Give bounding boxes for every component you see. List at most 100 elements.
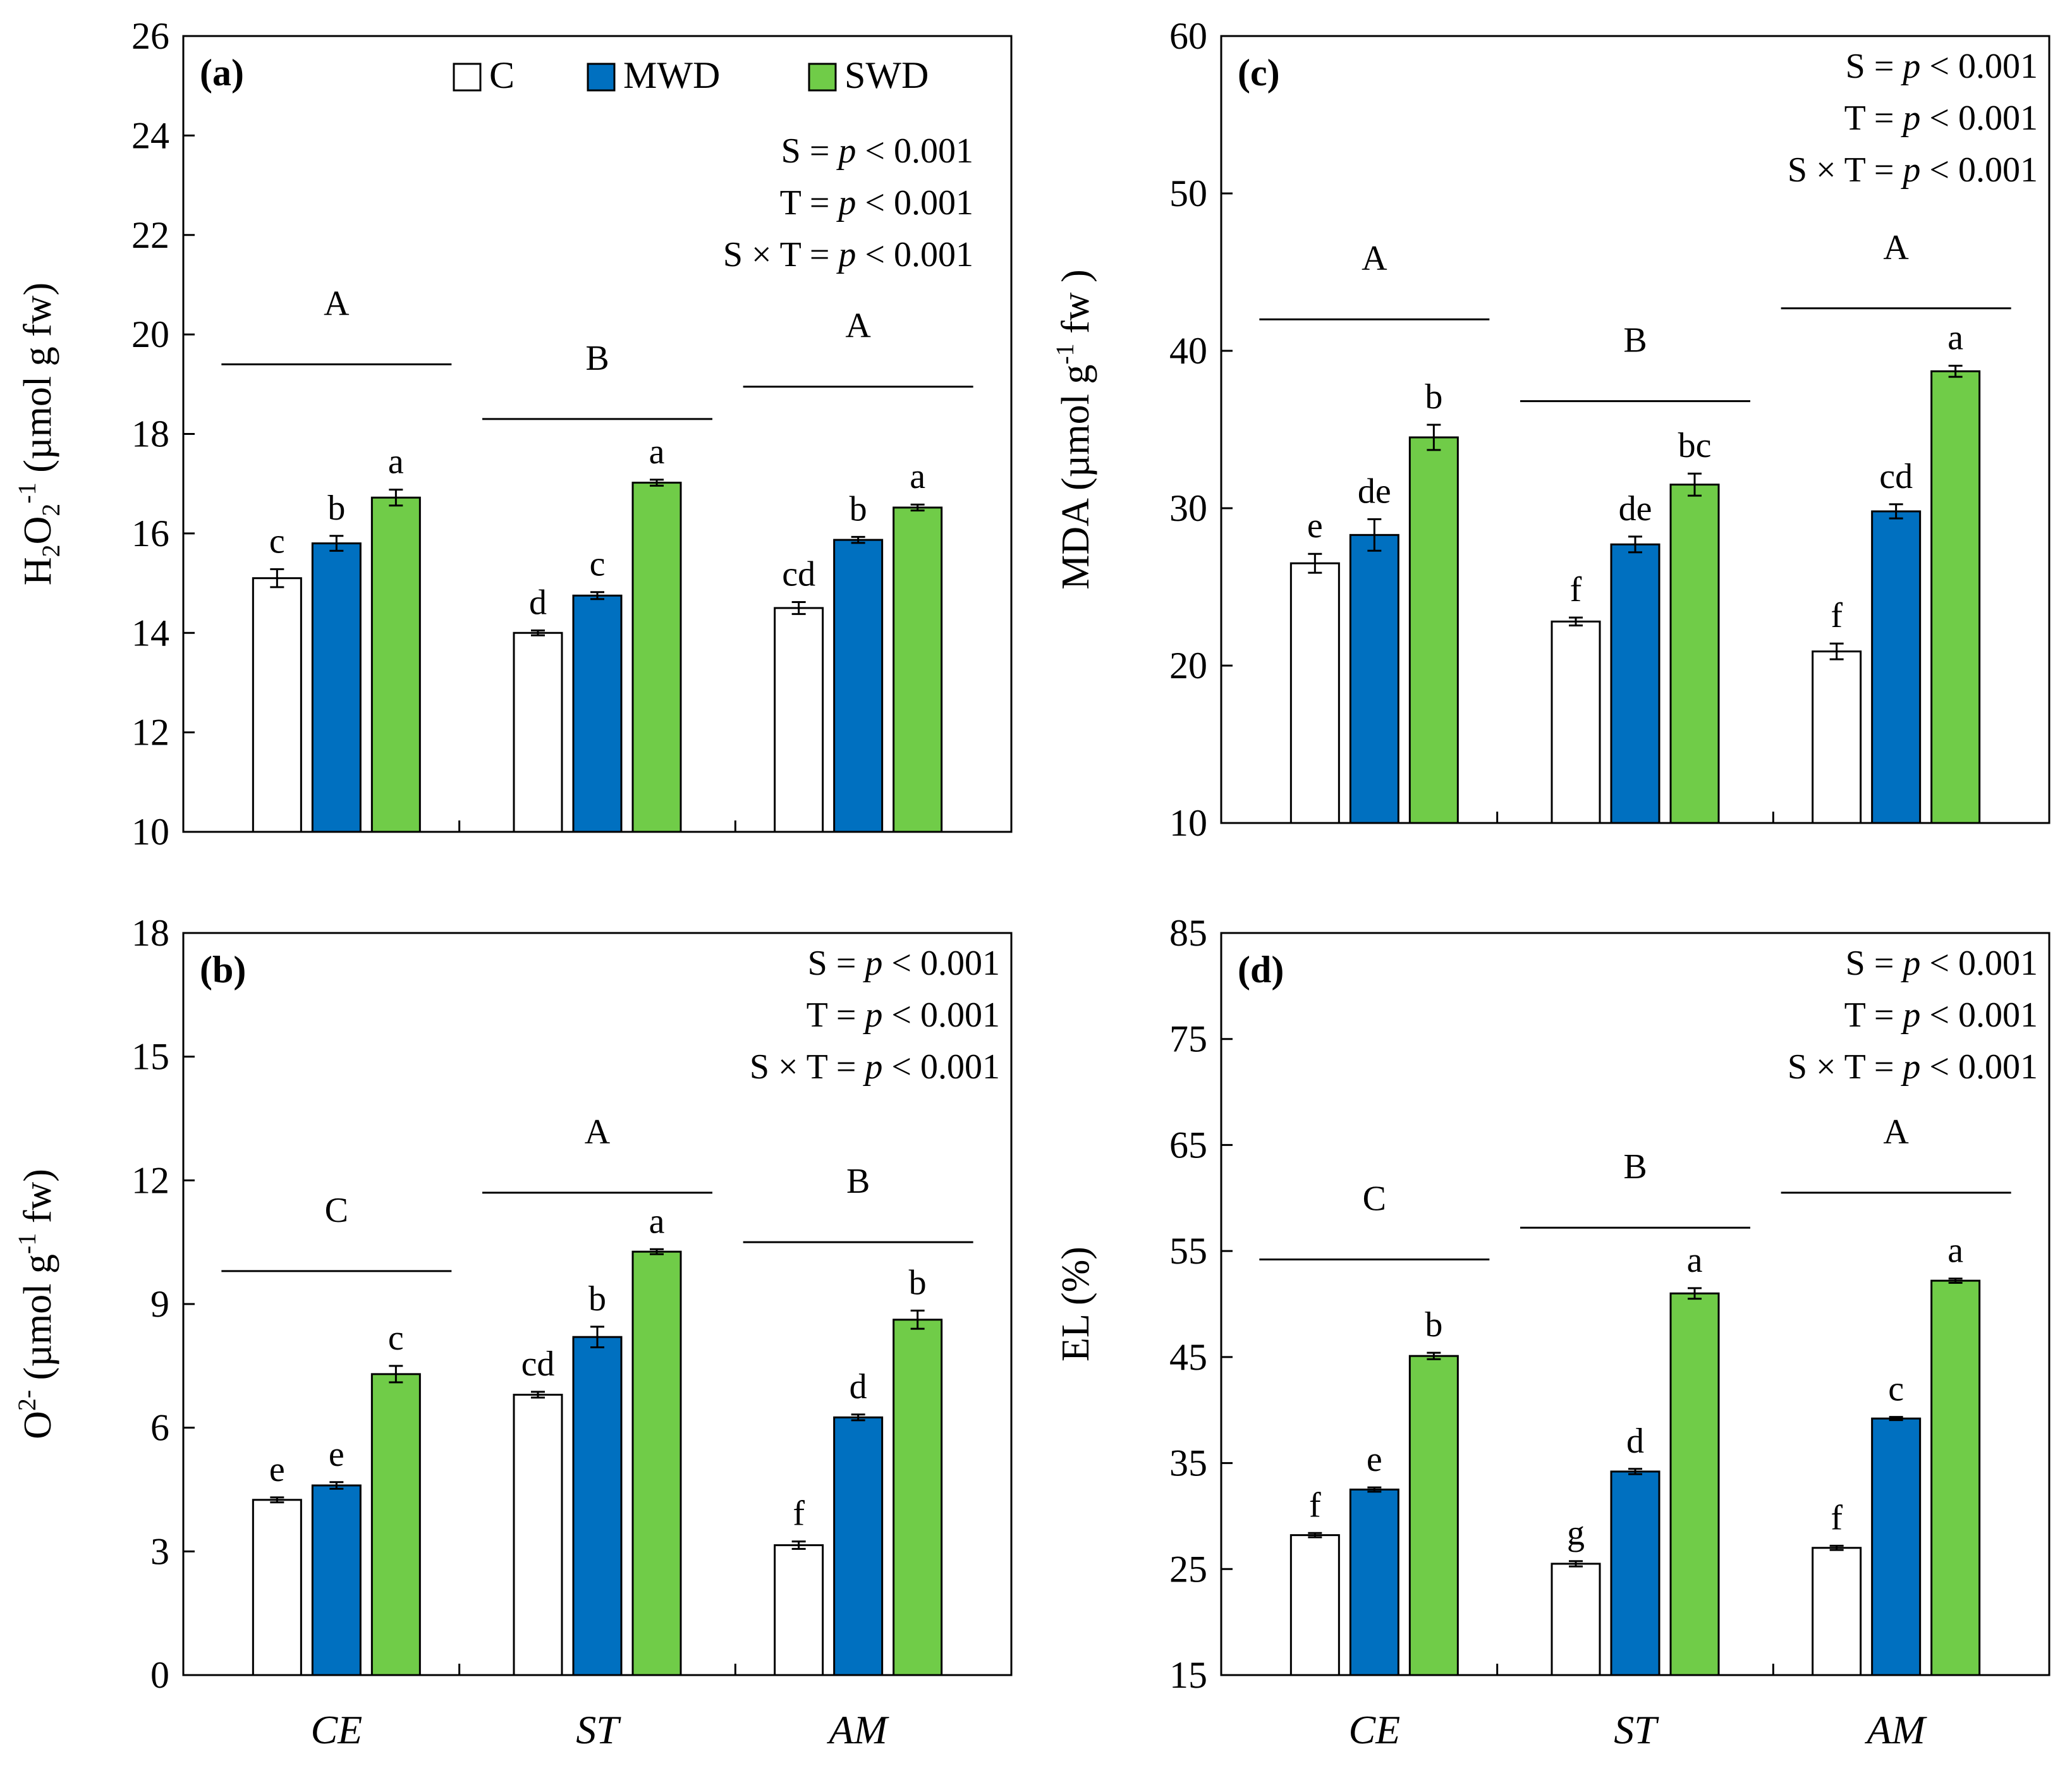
bar-mwd-am [1871, 1417, 1922, 1676]
significance-letter: cd [782, 554, 815, 594]
bar-c-am [1812, 650, 1862, 824]
chart-panel-a: 10 12 14 16 18 20 22 24 26 H2O2-1 (µmol g fw) (a) c… [13, 15, 1013, 853]
y-tick-label: 18 [131, 413, 169, 455]
bar-group-am: cdb a A [743, 307, 973, 833]
y-tick-label: 65 [1169, 1124, 1207, 1166]
significance-letter: c [590, 545, 606, 584]
significance-letter: a [649, 1202, 665, 1241]
y-tick-label: 12 [131, 1159, 169, 1201]
bar-mwd-am [833, 539, 884, 833]
x-tick-label-am: AM [826, 1707, 889, 1752]
bar-swd-am [1930, 370, 1981, 824]
stats-line-3: S × T = p < 0.001 [1788, 1047, 2038, 1087]
significance-letter: d [1626, 1422, 1644, 1461]
bar-swd-ce [1408, 436, 1459, 824]
stats-line-2: T = p < 0.001 [1844, 99, 2038, 138]
y-axis-label: O2- (µmol g-1 fw) [13, 1169, 59, 1439]
bar-mwd-ce [1349, 533, 1399, 824]
chart-panel-d: 15 25 35 45 55 65 75 85 EL (%) (d) f e b C CE g d a B ST f c a… [1054, 912, 2051, 1752]
legend-label-swd: SWD [844, 54, 929, 96]
bar-c-ce [1289, 1534, 1340, 1676]
significance-letter: g [1567, 1514, 1585, 1553]
significance-letter: a [1947, 1231, 1963, 1271]
significance-letter: f [1831, 1498, 1843, 1537]
significance-letter: b [588, 1279, 606, 1319]
significance-letter: d [850, 1367, 867, 1406]
group-letter: A [1883, 228, 1909, 267]
y-tick-label: 25 [1169, 1548, 1207, 1590]
bar-mwd-am [1871, 510, 1922, 824]
panel-label: (b) [200, 949, 246, 991]
significance-letter: de [1619, 489, 1652, 528]
bar-mwd-st [1610, 543, 1661, 824]
significance-letter: c [1888, 1370, 1904, 1409]
legend-label-c: C [489, 54, 515, 96]
stats-line-1: S = p < 0.001 [781, 131, 973, 171]
significance-letter: a [910, 457, 925, 496]
y-tick-label: 60 [1169, 15, 1207, 57]
bar-group-st: cdb a A [482, 1112, 712, 1676]
x-tick-label-ce: CE [1348, 1707, 1400, 1752]
y-tick-label: 3 [150, 1530, 169, 1572]
significance-letter: f [1309, 1485, 1321, 1525]
bar-group-ce: c b a A [221, 284, 452, 833]
stats-line-1: S = p < 0.001 [808, 944, 1000, 983]
y-tick-label: 30 [1169, 487, 1207, 529]
significance-letter: b [327, 489, 345, 528]
significance-letter: b [850, 489, 867, 528]
group-letter: A [1362, 239, 1387, 278]
bar-mwd-ce [311, 1484, 362, 1676]
group-letter: C [1363, 1180, 1386, 1219]
bar-group-am: f c a A [1781, 1112, 2011, 1676]
bar-c-ce [252, 577, 302, 833]
y-tick-label: 75 [1169, 1018, 1207, 1060]
group-letter: C [325, 1191, 348, 1230]
significance-letter: c [388, 1319, 404, 1358]
significance-letter: e [1307, 506, 1323, 546]
bar-mwd-ce [1349, 1489, 1399, 1676]
bar-c-st [1551, 620, 1601, 824]
group-letter: B [1623, 321, 1647, 360]
bar-swd-am [1930, 1279, 1981, 1676]
bar-mwd-st [572, 594, 623, 833]
group-letter: A [585, 1112, 611, 1152]
group-letter: A [845, 307, 871, 346]
panel-label: (d) [1238, 949, 1284, 991]
x-tick-label-am: AM [1864, 1707, 1927, 1752]
bar-c-st [1551, 1563, 1601, 1676]
bar-group-ce: ede b A [1259, 239, 1490, 824]
bar-mwd-ce [311, 542, 362, 833]
bar-c-am [1812, 1547, 1862, 1676]
significance-letter: e [269, 1450, 285, 1489]
significance-letter: b [1425, 1305, 1442, 1344]
significance-letter: a [649, 432, 665, 472]
bar-c-am [774, 1544, 824, 1676]
significance-letter: b [1425, 377, 1442, 417]
group-letter: A [324, 284, 350, 323]
legend-label-mwd: MWD [623, 54, 720, 96]
significance-letter: de [1358, 472, 1391, 511]
y-tick-label: 22 [131, 214, 169, 256]
significance-letter: a [1947, 319, 1963, 358]
bar-swd-am [893, 1319, 943, 1676]
significance-letter: d [529, 583, 547, 622]
bar-mwd-st [1610, 1470, 1661, 1676]
y-tick-label: 40 [1169, 330, 1207, 372]
bar-c-st [513, 631, 563, 833]
y-tick-label: 15 [131, 1036, 169, 1078]
significance-letter: c [269, 522, 285, 561]
y-tick-label: 16 [131, 513, 169, 554]
y-tick-label: 0 [150, 1654, 169, 1696]
group-letter: A [1883, 1112, 1909, 1152]
significance-letter: f [793, 1494, 805, 1533]
y-tick-label: 50 [1169, 173, 1207, 214]
bar-swd-ce [370, 1373, 421, 1676]
bar-swd-ce [370, 496, 421, 833]
significance-letter: a [1687, 1241, 1703, 1280]
y-tick-label: 24 [131, 114, 169, 156]
